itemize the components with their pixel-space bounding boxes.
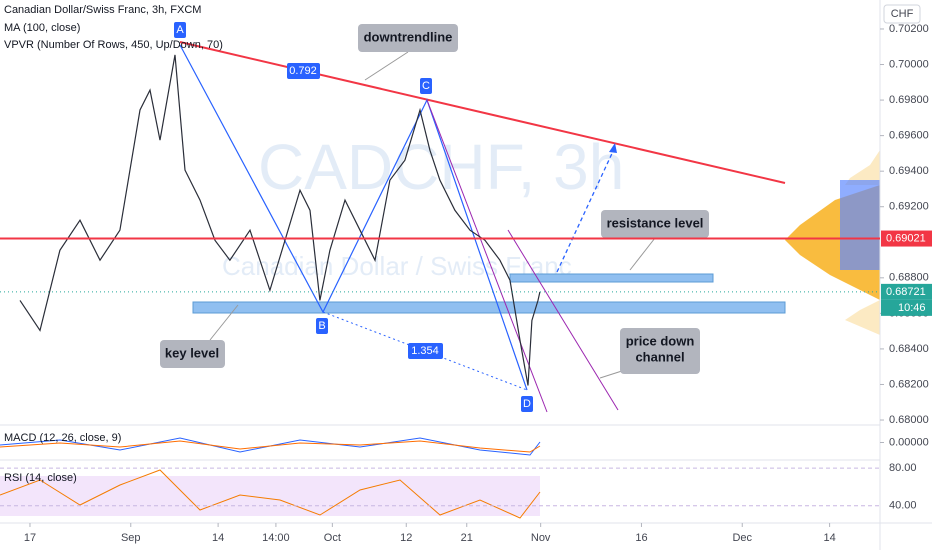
callout	[160, 340, 225, 368]
callout-text: channel	[635, 349, 684, 364]
x-tick-label: Dec	[732, 532, 752, 544]
callout-text: price down	[626, 333, 695, 348]
fib-box	[408, 343, 443, 359]
point-label: C	[422, 80, 430, 92]
callout-text: resistance level	[607, 215, 704, 230]
fib-label: 1.354	[411, 345, 439, 357]
callout-text: key level	[165, 345, 219, 360]
arrow-head	[609, 143, 617, 153]
y-tick-label: 0.68000	[889, 414, 929, 426]
callout	[620, 328, 700, 374]
volume-profile	[785, 150, 880, 335]
price-line	[19, 54, 541, 386]
y-tick-label: 0.70200	[889, 23, 929, 35]
price-badge	[881, 230, 932, 247]
projection-arrow	[556, 146, 616, 273]
resistance-zone	[509, 273, 714, 283]
point-label: A	[176, 24, 184, 36]
y-tick-label: 0.69200	[889, 201, 929, 213]
y-tick-label: 0.70000	[889, 58, 929, 70]
time-badge-label: 10:46	[898, 302, 926, 314]
x-tick-label: Sep	[121, 532, 141, 544]
y-tick-label: 40.00	[889, 500, 917, 512]
y-tick-label: 0.00000	[889, 436, 929, 448]
macd-line	[0, 437, 541, 456]
x-tick-label: 14:00	[262, 532, 290, 544]
x-tick-label: Oct	[324, 532, 341, 544]
y-tick-label: 0.68800	[889, 272, 929, 284]
y-tick-label: 0.69600	[889, 130, 929, 142]
indicator-label: MA (100, close)	[4, 22, 80, 34]
chart-title: Canadian Dollar/Swiss Franc, 3h, FXCM	[4, 4, 201, 16]
callout	[358, 24, 458, 52]
time-badge	[881, 299, 932, 316]
x-tick-label: 14	[823, 532, 835, 544]
channel-line	[507, 229, 619, 411]
macd-signal	[0, 440, 541, 453]
y-tick-label: 0.68200	[889, 378, 929, 390]
x-tick-label: 12	[400, 532, 412, 544]
watermark: CADCHF, 3h	[258, 131, 624, 203]
x-tick-label: 14	[212, 532, 224, 544]
x-tick-label: 16	[635, 532, 647, 544]
callout-pointer	[364, 51, 409, 81]
currency: CHF	[891, 8, 914, 20]
point-labels: A B C D	[174, 22, 533, 412]
y-tick-label: 0.69800	[889, 94, 929, 106]
y-tick-label: 0.68400	[889, 343, 929, 355]
callout-pointer	[209, 304, 239, 341]
key-level-zone	[192, 301, 786, 314]
fib-label: 0.792	[289, 65, 317, 77]
abcd-pattern	[179, 44, 528, 391]
rsi-line	[0, 469, 541, 519]
indicator-label: VPVR (Number Of Rows, 450, Up/Down, 70)	[4, 39, 223, 51]
fib-box	[287, 63, 320, 79]
downtrend-line	[179, 41, 786, 184]
x-tick-label: 21	[461, 532, 473, 544]
y-tick-label: 0.69400	[889, 165, 929, 177]
rsi-label: RSI (14, close)	[4, 472, 77, 484]
macd-label: MACD (12, 26, close, 9)	[4, 432, 121, 444]
point-label: D	[523, 398, 531, 410]
price-badge-label: 0.68721	[886, 286, 926, 298]
x-tick-label: Nov	[531, 532, 551, 544]
price-badge	[881, 283, 932, 300]
x-tick-label: 17	[24, 532, 36, 544]
price-badge-label: 0.69021	[886, 232, 926, 244]
callout	[601, 210, 709, 238]
currency-box	[883, 4, 921, 24]
rsi-band	[0, 476, 540, 516]
callout-text: downtrendline	[364, 29, 453, 44]
callout-pointer	[629, 237, 656, 271]
bd-line	[322, 311, 528, 391]
y-tick-label: 80.00	[889, 462, 917, 474]
channel-line	[426, 99, 548, 413]
point-label: B	[318, 320, 325, 332]
